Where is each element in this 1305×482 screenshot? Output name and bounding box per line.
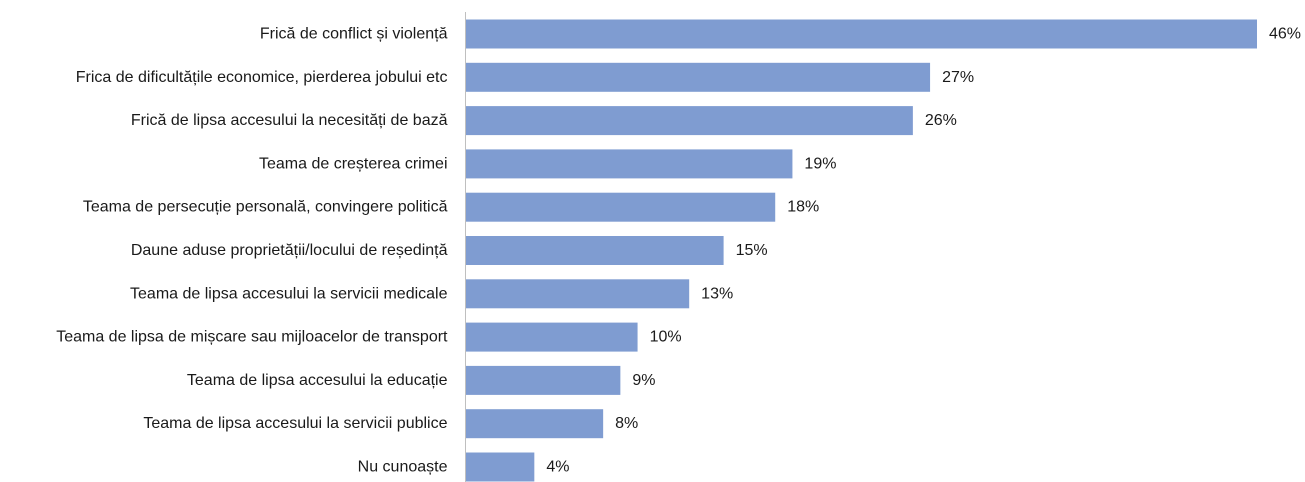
value-label: 10% <box>650 329 682 346</box>
category-label: Teama de lipsa accesului la servicii pub… <box>143 415 447 432</box>
category-label: Teama de persecuție personală, convinger… <box>83 199 448 216</box>
value-label: 4% <box>546 459 569 476</box>
value-label: 27% <box>942 69 974 86</box>
bar <box>465 62 931 92</box>
bar <box>465 409 604 439</box>
bar <box>465 365 621 395</box>
bar <box>465 236 724 265</box>
value-label: 13% <box>701 285 733 302</box>
bar <box>465 452 535 482</box>
category-label: Teama de creșterea crimei <box>259 155 448 172</box>
category-label: Teama de lipsa accesului la educație <box>187 372 448 389</box>
bar <box>465 279 690 309</box>
value-label: 18% <box>787 199 819 216</box>
bar <box>465 192 776 222</box>
value-label: 26% <box>925 112 957 129</box>
value-label: 46% <box>1269 26 1301 43</box>
bar <box>465 149 793 179</box>
category-label: Teama de lipsa de mișcare sau mijloacelo… <box>56 329 448 346</box>
category-label: Teama de lipsa accesului la servicii med… <box>130 285 448 302</box>
bar <box>465 19 1257 49</box>
category-label: Nu cunoaște <box>358 459 448 476</box>
bars-group <box>465 19 1257 482</box>
category-label: Frică de conflict și violență <box>260 26 448 43</box>
category-label: Frică de lipsa accesului la necesități d… <box>131 112 448 129</box>
value-label: 15% <box>736 242 768 259</box>
bar <box>465 322 638 352</box>
value-label: 9% <box>632 372 655 389</box>
category-labels: Frică de conflict și violență Frica de di… <box>56 26 448 476</box>
category-label: Daune aduse proprietății/locului de reșe… <box>131 242 448 259</box>
value-labels: 46% 27% 26% 19% 18% 15% 13% 10% 9% 8% 4% <box>546 26 1301 476</box>
bar <box>465 106 913 136</box>
value-label: 19% <box>804 155 836 172</box>
value-label: 8% <box>615 415 638 432</box>
category-label: Frica de dificultățile economice, pierde… <box>76 69 448 86</box>
